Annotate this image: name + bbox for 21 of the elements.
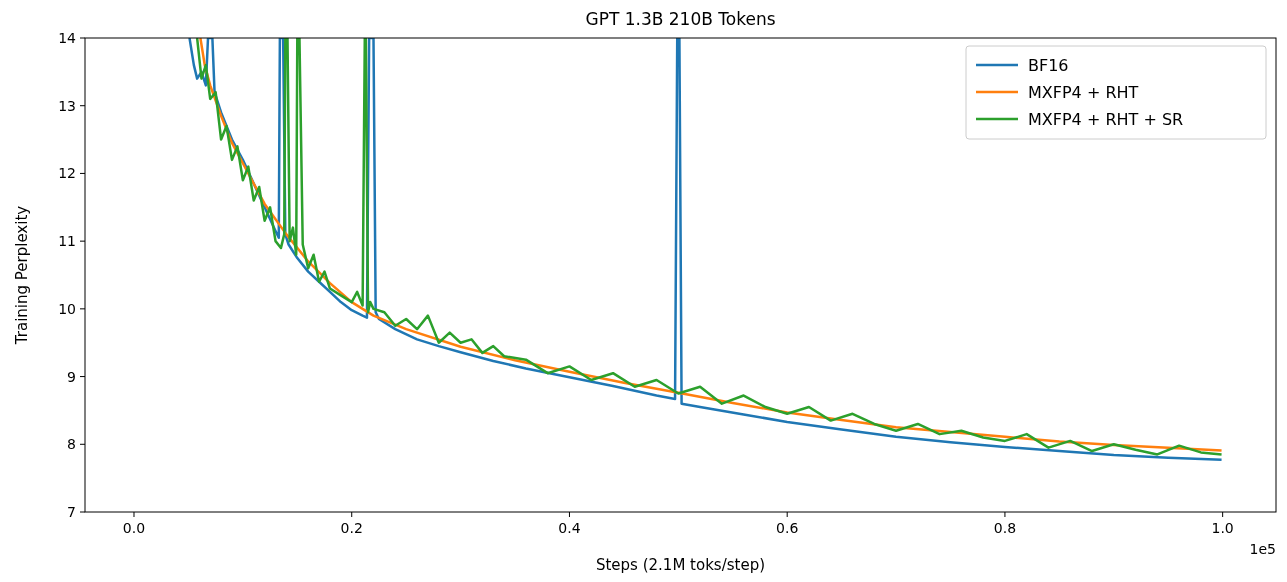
y-tick-label: 14 bbox=[58, 30, 77, 46]
text: 1e5 bbox=[1249, 541, 1276, 557]
x-tick-label: 1.0 bbox=[1211, 520, 1234, 536]
x-tick-label: 0.0 bbox=[122, 520, 146, 536]
x-tick-label: 0.8 bbox=[993, 520, 1017, 536]
x-tick-label: 0.4 bbox=[558, 520, 581, 536]
y-tick-label: 8 bbox=[67, 436, 76, 453]
y-tick-label: 13 bbox=[58, 97, 76, 114]
y-tick-label: 9 bbox=[67, 368, 76, 385]
legend-label: MXFP4 + RHT + SR bbox=[1028, 110, 1184, 129]
y-tick-label: 10 bbox=[58, 300, 76, 317]
x-tick-label: 0.6 bbox=[776, 520, 799, 536]
legend-label: BF16 bbox=[1028, 56, 1069, 75]
y-tick-label: 11 bbox=[58, 233, 76, 250]
x-tick-label: 0.2 bbox=[340, 520, 363, 536]
legend-label: MXFP4 + RHT bbox=[1028, 83, 1139, 102]
x-axis-title: Steps (2.1M toks/step) bbox=[595, 556, 766, 574]
y-tick-label: 12 bbox=[58, 165, 76, 182]
y-tick-label: 7 bbox=[67, 504, 76, 520]
chart-title: GPT 1.3B 210B Tokens bbox=[585, 9, 776, 29]
y-axis-title: Training Perplexity bbox=[13, 205, 31, 346]
